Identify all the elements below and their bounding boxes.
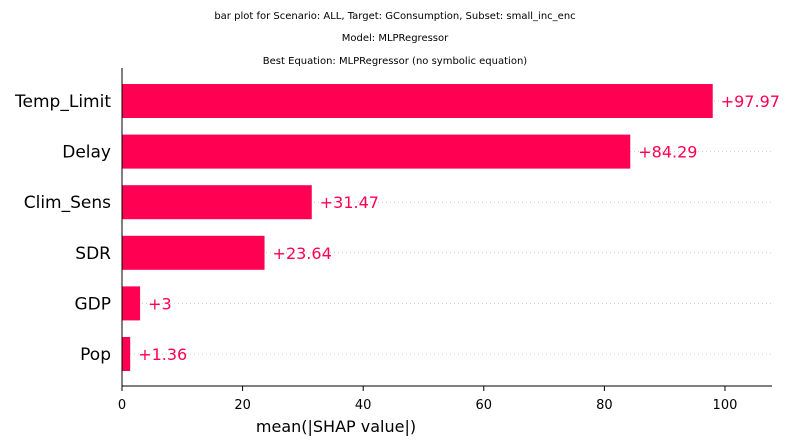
category-label-temp-limit: Temp_Limit xyxy=(14,92,111,112)
axes xyxy=(121,68,772,387)
x-tick-label: 80 xyxy=(596,398,613,413)
bar-pop xyxy=(122,337,131,371)
title-line-2: Model: MLPRegressor xyxy=(342,33,449,44)
value-label-gdp: +3 xyxy=(148,294,172,313)
title-line-3: Best Equation: MLPRegressor (no symbolic… xyxy=(263,56,527,67)
x-tick-label: 100 xyxy=(713,398,738,413)
bars xyxy=(122,84,713,371)
category-label-sdr: SDR xyxy=(75,244,111,264)
x-tick-label: 20 xyxy=(234,398,251,413)
x-axis-ticks: 0 20 40 60 80 100 xyxy=(118,386,738,413)
category-label-clim-sens: Clim_Sens xyxy=(24,193,111,213)
x-tick-label: 0 xyxy=(118,398,126,413)
bar-delay xyxy=(122,134,631,169)
category-labels: Temp_Limit Delay Clim_Sens SDR GDP Pop xyxy=(14,92,111,365)
bar-sdr xyxy=(122,235,265,270)
value-label-pop: +1.36 xyxy=(138,345,187,364)
category-label-gdp: GDP xyxy=(74,294,111,314)
chart-title: bar plot for Scenario: ALL, Target: GCon… xyxy=(214,11,575,67)
x-axis-label: mean(|SHAP value|) xyxy=(256,417,416,436)
category-label-pop: Pop xyxy=(80,345,111,365)
category-label-delay: Delay xyxy=(62,143,111,163)
bar-gdp xyxy=(122,286,141,321)
value-label-delay: +84.29 xyxy=(638,143,697,162)
x-tick-label: 60 xyxy=(476,398,493,413)
value-label-clim-sens: +31.47 xyxy=(320,193,379,212)
value-label-sdr: +23.64 xyxy=(273,244,332,263)
value-label-temp-limit: +97.97 xyxy=(721,92,780,111)
bar-clim-sens xyxy=(122,185,312,220)
title-line-1: bar plot for Scenario: ALL, Target: GCon… xyxy=(214,11,575,22)
value-labels: +97.97 +84.29 +31.47 +23.64 +3 +1.36 xyxy=(138,92,780,364)
x-tick-label: 40 xyxy=(355,398,372,413)
bar-temp-limit xyxy=(122,84,713,118)
